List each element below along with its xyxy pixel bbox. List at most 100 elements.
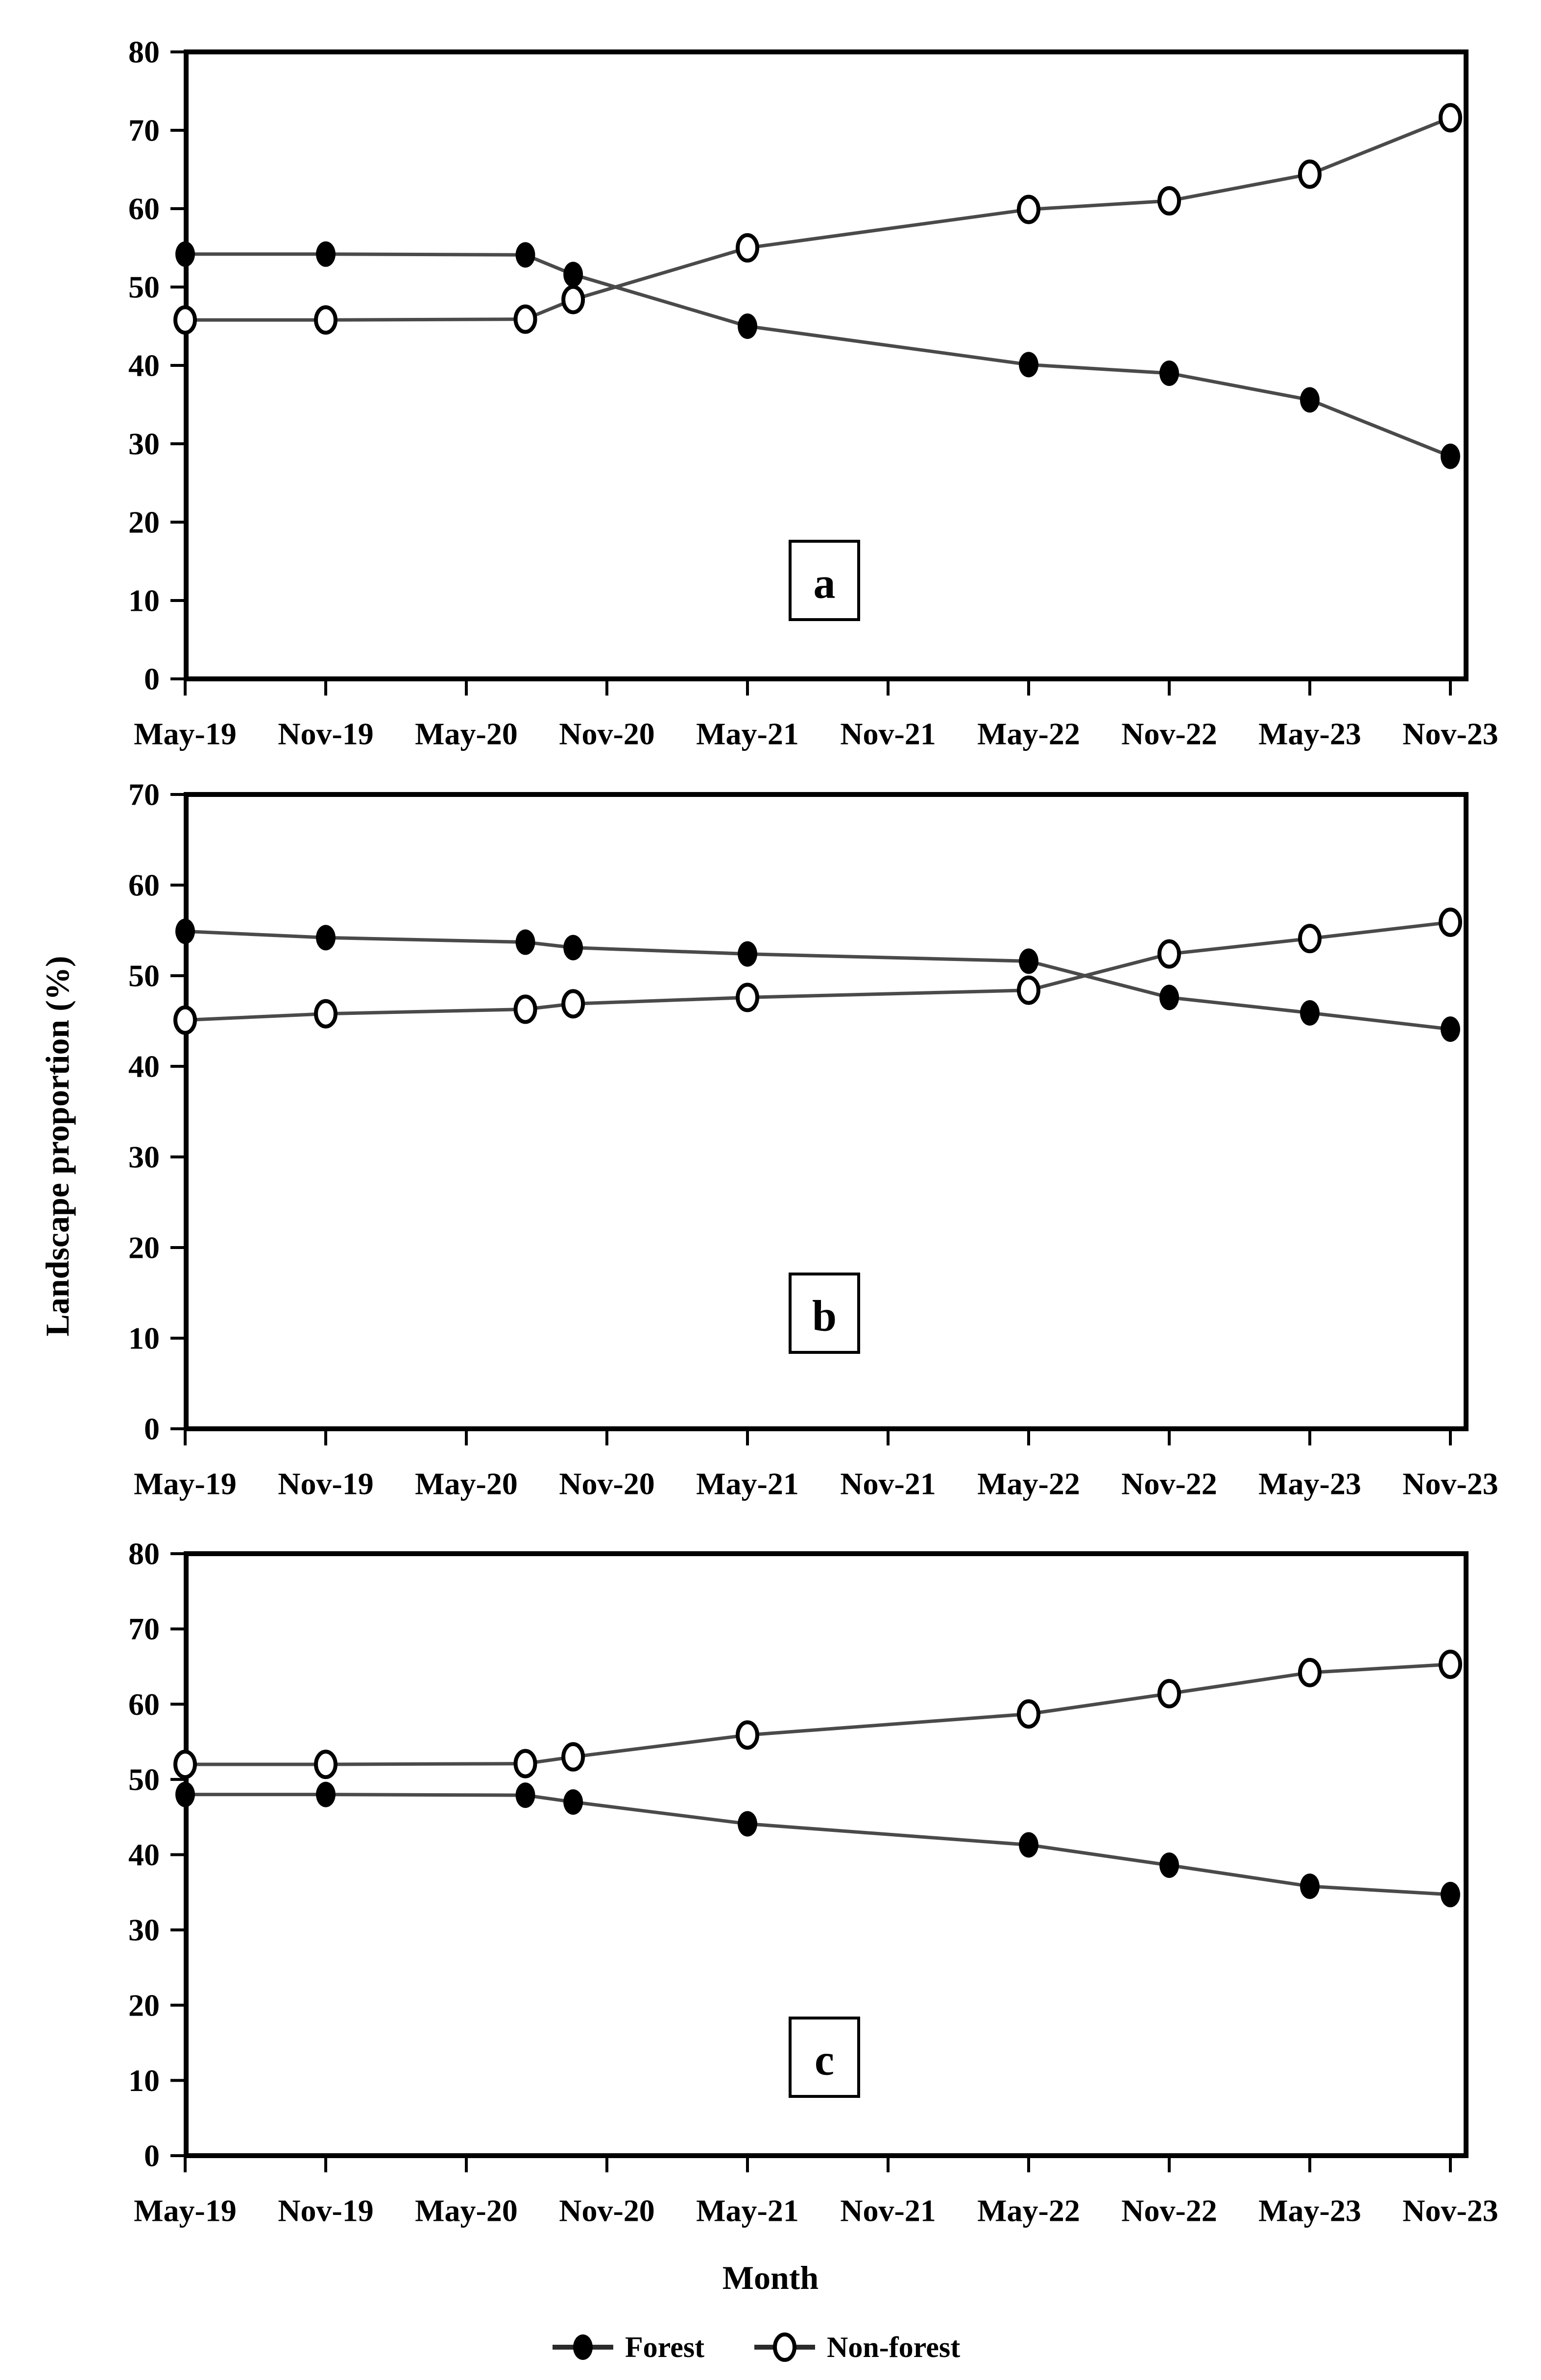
- panel-label-box: [789, 540, 860, 621]
- y-axis-title: Landscape proportion (%): [39, 956, 76, 1336]
- x-tick-label: May-19: [134, 2193, 237, 2228]
- y-tick-label: 60: [128, 868, 160, 903]
- x-tick-label: May-21: [696, 1466, 799, 1501]
- forest-line: [185, 929, 1451, 1031]
- non-forest-marker: [173, 1750, 197, 1779]
- non-forest-marker: [513, 304, 537, 334]
- y-tick-label: 40: [128, 348, 160, 383]
- x-tick-label: May-22: [977, 1466, 1080, 1501]
- forest-marker: [563, 262, 583, 288]
- forest-marker: [738, 1811, 757, 1837]
- non-forest-marker: [1298, 1658, 1322, 1687]
- x-tick-label: May-23: [1258, 1466, 1361, 1501]
- y-tick-label: 50: [128, 1762, 160, 1797]
- non-forest-marker: [314, 999, 337, 1029]
- panel-label-box: [789, 2017, 860, 2098]
- y-tick-label: 50: [128, 270, 160, 305]
- x-tick-label: Nov-22: [1121, 717, 1217, 751]
- x-axis-title: Month: [722, 2259, 819, 2296]
- non-forest-marker: [736, 1720, 759, 1750]
- non-forest-marker: [1157, 186, 1181, 216]
- x-tick-label: Nov-21: [840, 2193, 936, 2228]
- non-forest-marker: [1017, 194, 1040, 224]
- y-tick-label: 20: [128, 1230, 160, 1265]
- non-forest-marker: [314, 1750, 337, 1779]
- panel-label: a: [814, 559, 836, 608]
- non-forest-marker-icon: [773, 2332, 796, 2362]
- forest-marker: [738, 941, 757, 967]
- y-tick-label: 40: [128, 1837, 160, 1872]
- legend-item-forest: Forest: [553, 2331, 704, 2363]
- panel-label-box: [789, 1273, 860, 1354]
- y-tick-label: 60: [128, 1687, 160, 1722]
- non-forest-marker: [173, 305, 197, 335]
- x-tick-label: Nov-23: [1402, 2193, 1498, 2228]
- forest-line: [185, 252, 1451, 458]
- forest-marker: [1441, 1016, 1460, 1042]
- non-forest-line: [185, 920, 1451, 1022]
- non-forest-marker: [513, 1749, 537, 1779]
- x-tick-label: May-21: [696, 2193, 799, 2228]
- x-tick-label: Nov-23: [1402, 717, 1498, 751]
- y-tick-label: 50: [128, 959, 160, 993]
- forest-marker: [1159, 361, 1179, 386]
- non-forest-marker: [314, 305, 337, 335]
- non-forest-marker: [561, 989, 585, 1019]
- y-tick-label: 0: [144, 662, 160, 697]
- y-tick-label: 0: [144, 1412, 160, 1446]
- y-tick-label: 10: [128, 2063, 160, 2098]
- x-tick-label: May-19: [134, 717, 237, 751]
- y-tick-label: 80: [128, 35, 160, 70]
- y-tick-label: 40: [128, 1049, 160, 1084]
- forest-legend-label: Forest: [625, 2331, 704, 2363]
- panel-c: 0 10 20 30 40 50 60 70 80 May-19 Nov-19 May-20 Nov-2…: [128, 1537, 1498, 2228]
- forest-marker: [1019, 1832, 1038, 1858]
- non-forest-marker: [1017, 1699, 1040, 1729]
- forest-marker: [515, 242, 535, 268]
- forest-marker: [1159, 985, 1179, 1010]
- non-forest-marker: [561, 285, 585, 314]
- forest-marker: [316, 925, 336, 951]
- legend: Forest Non-forest: [553, 2331, 960, 2363]
- non-forest-marker: [1439, 103, 1462, 133]
- y-tick-label: 70: [128, 1611, 160, 1646]
- panel-label: c: [815, 2036, 834, 2085]
- non-forest-legend-label: Non-forest: [827, 2331, 960, 2363]
- x-tick-label: May-19: [134, 1466, 237, 1501]
- forest-marker: [1159, 1852, 1179, 1878]
- non-forest-marker: [1298, 159, 1322, 189]
- non-forest-marker: [1439, 1649, 1462, 1679]
- panel-b: 0 10 20 30 40 50 60 70 May-19 Nov-19 May-20 Nov-20 M…: [128, 777, 1498, 1501]
- x-tick-label: Nov-23: [1402, 1466, 1498, 1501]
- x-tick-label: May-20: [415, 2193, 518, 2228]
- non-forest-marker: [1439, 907, 1462, 937]
- y-tick-label: 10: [128, 1321, 160, 1356]
- y-tick-label: 30: [128, 427, 160, 461]
- x-tick-label: May-22: [977, 717, 1080, 751]
- y-tick-label: 70: [128, 777, 160, 812]
- y-tick-label: 30: [128, 1140, 160, 1175]
- x-tick-label: Nov-22: [1121, 1466, 1217, 1501]
- forest-marker: [515, 929, 535, 955]
- forest-marker: [1441, 443, 1460, 469]
- non-forest-line: [185, 1662, 1451, 1766]
- forest-marker: [1300, 387, 1320, 413]
- forest-marker: [738, 313, 757, 339]
- forest-marker: [316, 241, 336, 267]
- y-tick-label: 20: [128, 505, 160, 540]
- y-tick-label: 10: [128, 583, 160, 618]
- plot-border: [184, 792, 1469, 1431]
- forest-marker: [1441, 1881, 1460, 1907]
- forest-marker: [1300, 1874, 1320, 1899]
- chart-panels: 0 10 20 30 40 50 60 70 80 May-19 Nov-19 May-20 Nov-2…: [128, 35, 1498, 2228]
- non-forest-marker: [1017, 975, 1040, 1005]
- forest-marker: [175, 918, 195, 944]
- panel-label: b: [812, 1292, 837, 1341]
- y-tick-label: 60: [128, 192, 160, 226]
- x-tick-label: Nov-21: [840, 1466, 936, 1501]
- y-tick-label: 0: [144, 2139, 160, 2173]
- x-tick-label: May-23: [1258, 717, 1361, 751]
- y-tick-label: 80: [128, 1537, 160, 1571]
